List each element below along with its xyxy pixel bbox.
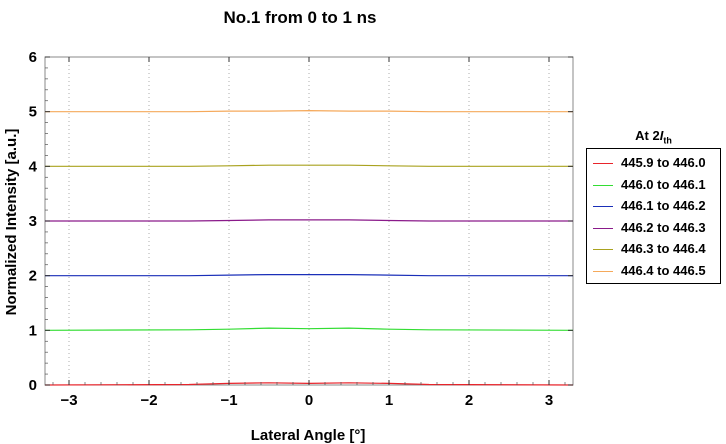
y-tick-label: 3 <box>29 213 37 230</box>
legend-swatch <box>593 206 613 207</box>
legend: 445.9 to 446.0 446.0 to 446.1 446.1 to 446… <box>586 148 721 284</box>
chart-title: No.1 from 0 to 1 ns <box>223 8 376 27</box>
y-tick-label: 2 <box>29 268 37 285</box>
legend-label: 446.4 to 446.5 <box>621 262 706 278</box>
x-axis-label: Lateral Angle [°] <box>251 427 366 444</box>
legend-label: 446.2 to 446.3 <box>621 219 706 235</box>
legend-label: 446.3 to 446.4 <box>621 241 706 256</box>
legend-title-sub: th <box>663 135 672 146</box>
legend-swatch <box>593 249 613 250</box>
legend-title-italic: I <box>659 128 664 143</box>
legend-item: 446.2 to 446.3 <box>587 218 720 238</box>
x-tick-label: 0 <box>305 392 313 409</box>
y-tick-label: 0 <box>29 377 37 394</box>
legend-swatch <box>593 184 613 186</box>
y-tick-label: 4 <box>29 158 38 175</box>
legend-item: 446.3 to 446.4 <box>587 239 720 259</box>
legend-swatch <box>593 227 613 229</box>
legend-title-main: At 2 <box>635 128 660 143</box>
series-line-4 <box>45 219 573 222</box>
x-tick-label: 1 <box>385 392 393 409</box>
legend-item: 446.4 to 446.5 <box>587 261 720 281</box>
series-line-3 <box>45 274 573 277</box>
y-axis-label: Normalized Intensity [a.u.] <box>3 129 20 316</box>
x-tick-label: 2 <box>465 392 473 409</box>
legend-label: 446.1 to 446.2 <box>621 198 706 213</box>
series-line-2 <box>44 327 574 331</box>
x-tick-label: −2 <box>140 392 157 409</box>
legend-swatch <box>593 270 613 272</box>
legend-label: 446.0 to 446.1 <box>621 176 706 192</box>
legend-item: 446.0 to 446.1 <box>587 175 720 195</box>
series-line-6 <box>45 109 573 113</box>
y-tick-label: 6 <box>29 49 37 66</box>
ticks: −3 −2 −1 0 1 2 3 0 1 2 3 4 5 6 <box>29 49 573 409</box>
x-tick-label: −1 <box>220 392 237 409</box>
series-line-5 <box>45 164 573 167</box>
legend-swatch <box>593 163 613 164</box>
x-tick-label: −3 <box>60 392 77 409</box>
series-layer <box>44 109 574 386</box>
y-tick-label: 5 <box>29 104 37 121</box>
legend-title: At 2Ith <box>586 128 721 146</box>
y-tick-label: 1 <box>29 322 37 339</box>
legend-item: 446.1 to 446.2 <box>587 196 720 216</box>
legend-label: 445.9 to 446.0 <box>621 155 706 170</box>
legend-item: 445.9 to 446.0 <box>587 153 720 173</box>
x-tick-label: 3 <box>545 392 553 409</box>
